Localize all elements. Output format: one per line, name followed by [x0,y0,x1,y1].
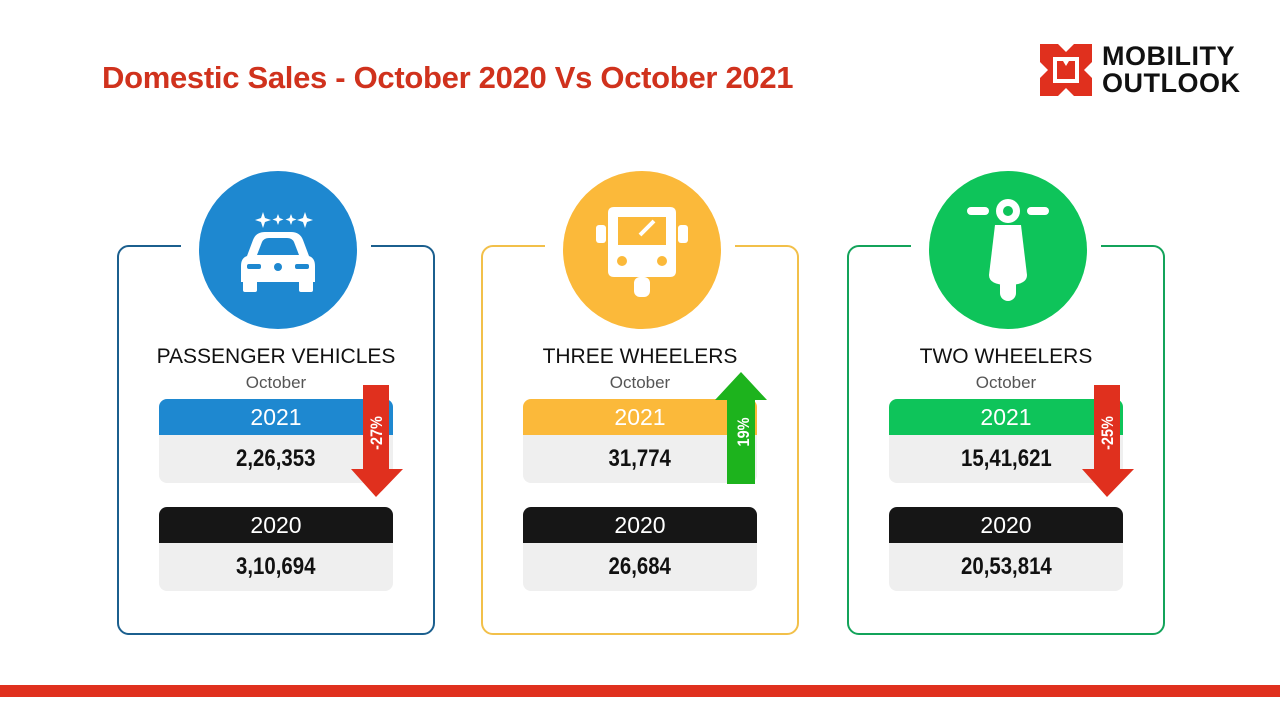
logo-mark-icon [1040,44,1092,96]
down-arrow-icon: -25% [1082,385,1134,497]
page-title: Domestic Sales - October 2020 Vs October… [102,60,794,95]
value-previous: 26,684 [523,543,757,591]
category-label: THREE WHEELERS [542,345,738,368]
passenger-vehicles-card: PASSENGER VEHICLES October 2021 2,26,353… [117,171,435,635]
car-icon [199,171,357,329]
year-previous: 2020 [159,507,393,543]
value-current: 2,26,353 [159,435,393,483]
scooter-icon [929,171,1087,329]
value-current: 31,774 [523,435,757,483]
value-previous: 3,10,694 [159,543,393,591]
three-wheelers-card: THREE WHEELERS October 2021 31,774 2020 … [481,171,799,635]
change-label: -27% [366,416,386,450]
two-wheelers-card: TWO WHEELERS October 2021 15,41,621 2020… [847,171,1165,635]
value-previous: 20,53,814 [889,543,1123,591]
value-current: 15,41,621 [889,435,1123,483]
month-label: October [609,373,671,392]
logo-line1: MOBILITY [1102,41,1235,71]
logo-line2: OUTLOOK [1102,68,1241,98]
change-label: 19% [734,417,754,447]
year-current: 2021 [159,399,393,435]
year-previous: 2020 [889,507,1123,543]
year-previous: 2020 [523,507,757,543]
up-arrow-icon: 19% [715,372,767,484]
month-label: October [975,373,1037,392]
category-label: PASSENGER VEHICLES [156,345,396,368]
year-current: 2021 [889,399,1123,435]
footer-bar [0,685,1280,697]
year-current: 2021 [523,399,757,435]
auto-rickshaw-icon [563,171,721,329]
down-arrow-icon: -27% [351,385,403,497]
month-label: October [245,373,307,392]
change-label: -25% [1097,416,1117,450]
mobility-outlook-logo: MOBILITY OUTLOOK [1040,43,1241,97]
category-label: TWO WHEELERS [919,345,1093,368]
